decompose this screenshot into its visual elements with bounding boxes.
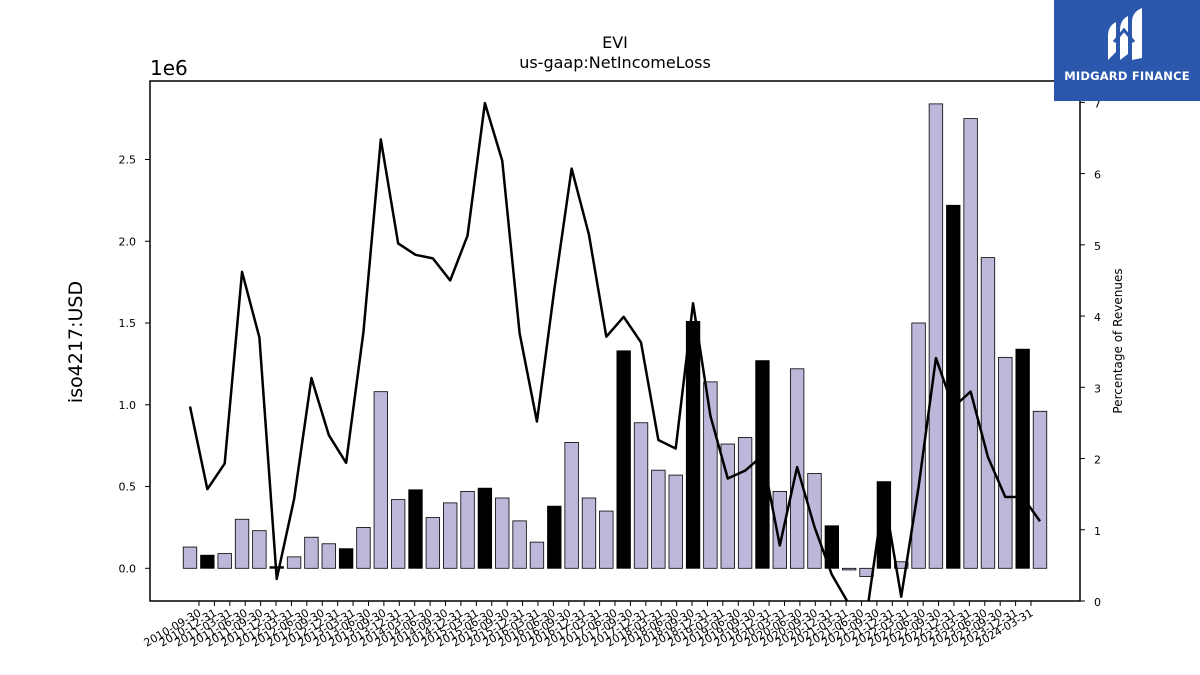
bar xyxy=(720,443,735,569)
bar xyxy=(616,350,631,569)
bar xyxy=(200,554,215,569)
plot-frame xyxy=(149,80,1081,602)
y-ticks: 0.0 0.5 1.0 1.5 2.0 2.5 xyxy=(119,153,150,575)
bar xyxy=(685,320,701,569)
bar xyxy=(824,525,840,569)
y-tick-label: 1.0 xyxy=(119,399,137,412)
y-tick-label: 1.5 xyxy=(119,317,137,330)
bar xyxy=(755,360,770,569)
bar xyxy=(737,437,753,569)
bar xyxy=(807,473,822,569)
line-group xyxy=(188,101,1042,601)
bar xyxy=(460,491,475,569)
bar xyxy=(495,497,510,569)
brand-name: MIDGARD FINANCE xyxy=(1064,69,1190,83)
bar xyxy=(581,497,597,569)
bar xyxy=(772,491,787,569)
bar xyxy=(182,546,198,569)
bar xyxy=(963,118,978,569)
x-ticks: 2010-09-302010-12-312011-03-312011-06-30… xyxy=(142,601,1036,650)
bar xyxy=(252,530,267,569)
bar xyxy=(980,257,996,569)
bar xyxy=(286,556,302,569)
bar xyxy=(373,391,388,569)
bar xyxy=(529,541,545,569)
chart-title: EVI xyxy=(602,33,628,52)
bar xyxy=(338,548,354,569)
y2-tick-label: 4 xyxy=(1094,311,1101,324)
bar xyxy=(512,520,527,569)
bar xyxy=(425,517,441,569)
y-tick-label: 2.5 xyxy=(119,153,137,166)
y-offset-label: 1e6 xyxy=(150,56,188,80)
chart-subtitle: us-gaap:NetIncomeLoss xyxy=(519,53,711,72)
y2-tick-label: 5 xyxy=(1094,240,1101,253)
bars-group xyxy=(182,103,1048,577)
bar xyxy=(408,489,423,569)
bar xyxy=(633,422,649,569)
y2-tick-label: 2 xyxy=(1094,454,1101,467)
bar xyxy=(946,204,961,569)
bar xyxy=(477,487,493,569)
y-tick-label: 0.5 xyxy=(119,481,137,494)
y-tick-label: 2.0 xyxy=(119,235,137,248)
y2-tick-label: 1 xyxy=(1094,525,1101,538)
y2-tick-label: 0 xyxy=(1094,596,1101,609)
bar xyxy=(998,356,1013,569)
bar xyxy=(443,502,458,569)
y-axis-label: iso4217:USD xyxy=(65,281,87,403)
bar xyxy=(234,518,250,569)
bar xyxy=(304,536,319,569)
bar xyxy=(321,543,336,569)
y2-tick-label: 3 xyxy=(1094,382,1101,395)
bar xyxy=(564,441,579,569)
y2-tick-label: 6 xyxy=(1094,169,1101,182)
y-tick-label: 0.0 xyxy=(119,562,137,575)
series-line xyxy=(188,101,1042,601)
bar xyxy=(547,505,562,569)
bar xyxy=(1015,348,1030,569)
bar xyxy=(668,474,683,569)
bar xyxy=(217,553,232,569)
bar xyxy=(842,567,857,571)
bar xyxy=(356,527,371,569)
bar xyxy=(390,499,406,569)
y2-ticks: 0 1 2 3 4 5 6 7 xyxy=(1080,97,1101,609)
bar xyxy=(928,103,944,569)
bar xyxy=(894,561,909,569)
y2-tick-label: 7 xyxy=(1094,97,1101,110)
bar xyxy=(876,481,892,569)
midgard-logo-icon xyxy=(1108,8,1142,60)
y2-axis-label: Percentage of Revenues xyxy=(1111,268,1125,413)
brand-badge: MIDGARD FINANCE xyxy=(1054,0,1200,101)
bar xyxy=(651,469,666,569)
bar xyxy=(1032,410,1048,569)
bar xyxy=(599,510,614,569)
